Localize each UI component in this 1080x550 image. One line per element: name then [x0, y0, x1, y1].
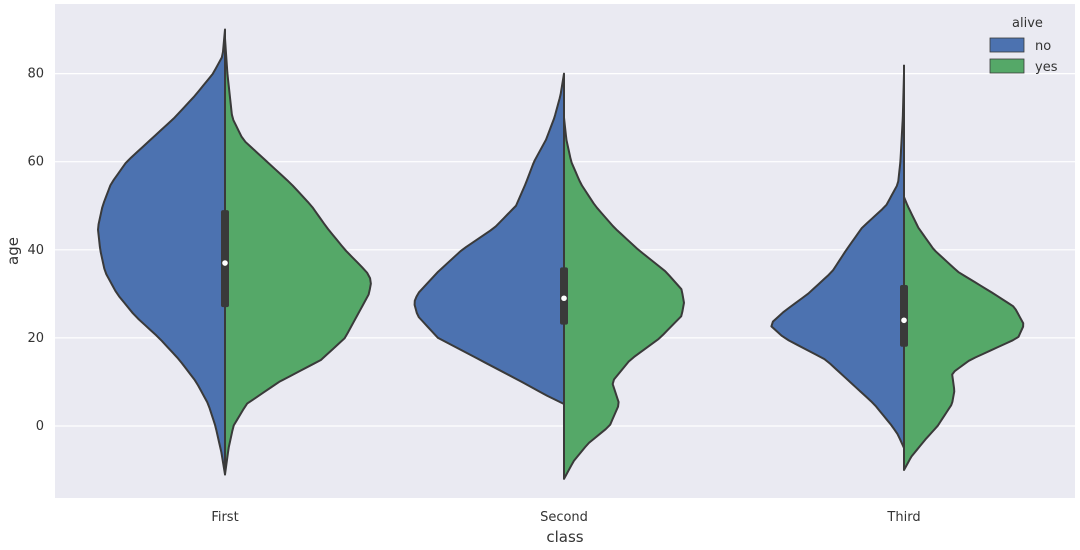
y-tick-label: 0 [36, 419, 44, 434]
x-tick-labels: First Second Third [211, 510, 920, 525]
y-tick-label: 20 [27, 331, 44, 346]
legend-swatch-yes [989, 58, 1025, 74]
legend-label-yes: yes [1035, 60, 1058, 75]
x-axis-label: class [546, 528, 583, 546]
violin-half-no [97, 28, 226, 476]
median-marker [561, 295, 567, 302]
y-tick-label: 80 [27, 67, 44, 82]
violin-half-yes [563, 116, 685, 480]
x-tick-label: First [211, 510, 238, 525]
median-marker [222, 260, 228, 266]
legend: alive no yes [989, 16, 1058, 75]
legend-label-no: no [1035, 39, 1051, 54]
quartile-box [900, 285, 908, 347]
violin-first [97, 28, 372, 476]
violin-half-no [413, 72, 565, 405]
legend-swatch-no [989, 37, 1025, 53]
y-tick-labels: 0 20 40 60 80 [27, 67, 44, 434]
quartile-box [221, 210, 229, 308]
violins [97, 28, 1025, 480]
y-tick-label: 40 [27, 243, 44, 258]
median-marker [901, 317, 907, 324]
violin-half-yes [903, 195, 1025, 472]
x-tick-label: Third [886, 510, 920, 525]
violin-second [413, 72, 685, 480]
violin-half-no [770, 72, 905, 450]
y-tick-label: 60 [27, 155, 44, 170]
y-axis-label: age [4, 237, 22, 265]
violin-third [770, 64, 1025, 472]
x-tick-label: Second [540, 510, 588, 525]
violin-half-yes [224, 37, 372, 476]
legend-title: alive [1012, 16, 1043, 31]
